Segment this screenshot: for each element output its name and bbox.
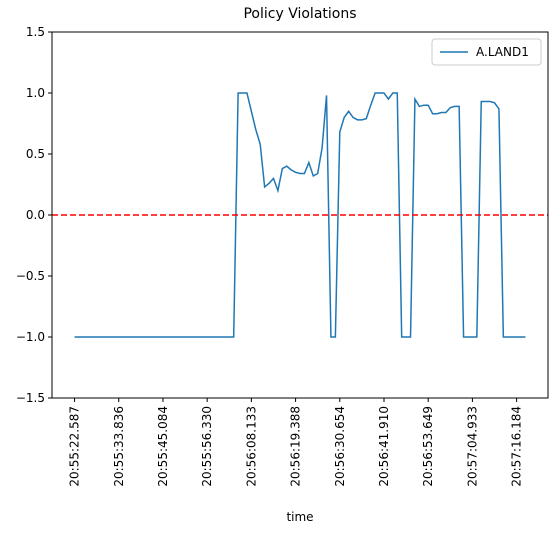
y-tick-label: 1.5 xyxy=(26,25,45,39)
y-tick-label: −1.5 xyxy=(16,391,45,405)
x-tick-label: 20:55:22.587 xyxy=(68,406,82,487)
x-tick-label: 20:56:30.654 xyxy=(333,406,347,487)
y-tick-label: −0.5 xyxy=(16,269,45,283)
chart-title: Policy Violations xyxy=(243,6,356,22)
y-tick-label: 0.5 xyxy=(26,147,45,161)
x-tick-label: 20:56:19.388 xyxy=(289,406,303,487)
x-tick-label: 20:56:53.649 xyxy=(421,406,435,487)
x-tick-label: 20:55:33.836 xyxy=(112,406,126,487)
y-tick-label: −1.0 xyxy=(16,330,45,344)
x-tick-label: 20:55:45.084 xyxy=(156,406,170,487)
legend-label: A.LAND1 xyxy=(476,45,529,59)
x-tick-label: 20:57:16.184 xyxy=(510,406,524,487)
y-tick-label: 0.0 xyxy=(26,208,45,222)
plot-frame xyxy=(51,31,549,399)
x-tick-label: 20:57:04.933 xyxy=(465,406,479,487)
x-tick-label: 20:55:56.330 xyxy=(200,406,214,487)
data-line xyxy=(74,92,526,338)
x-axis-label: time xyxy=(286,510,313,524)
x-tick-label: 20:56:08.133 xyxy=(244,406,258,487)
x-tick-label: 20:56:41.910 xyxy=(377,406,391,487)
y-tick-label: 1.0 xyxy=(26,86,45,100)
legend-box xyxy=(431,38,542,66)
